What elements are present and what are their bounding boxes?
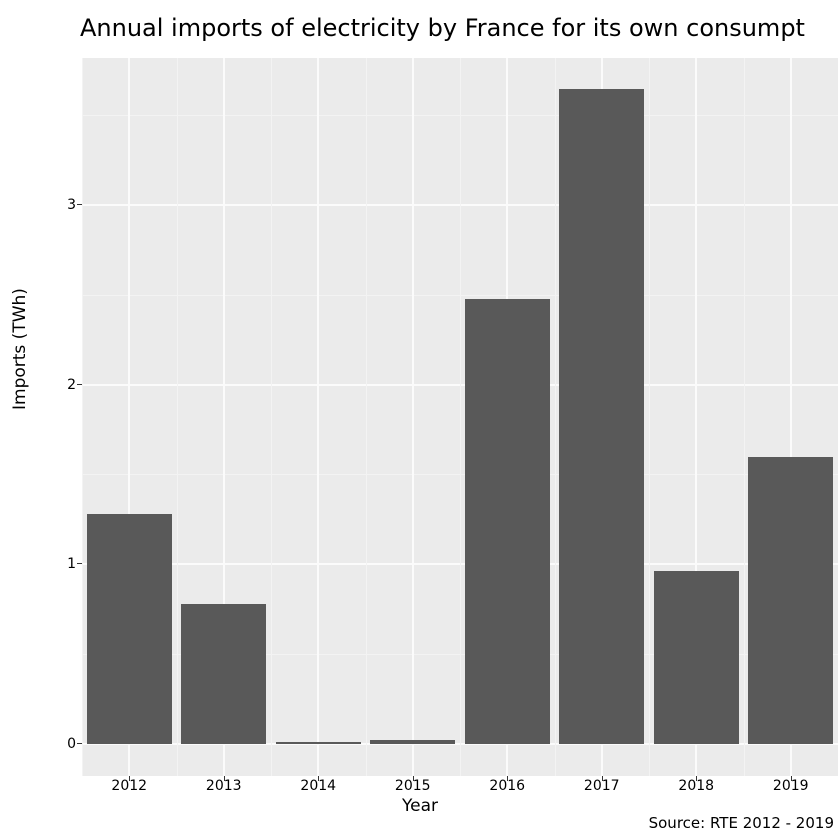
chart-title: Annual imports of electricity by France …	[80, 14, 805, 42]
y-tick-mark	[77, 384, 82, 385]
gridline-v-minor	[555, 58, 556, 776]
source-caption: Source: RTE 2012 - 2019	[649, 814, 834, 832]
bar	[654, 571, 739, 743]
x-tick-mark	[224, 776, 225, 781]
x-axis-label: Year	[402, 796, 438, 816]
gridline-v-major	[317, 58, 319, 776]
y-tick-mark	[77, 743, 82, 744]
gridline-v-minor	[460, 58, 461, 776]
plot-area	[82, 58, 838, 776]
bar	[465, 299, 550, 744]
bar	[370, 740, 455, 744]
x-tick-mark	[318, 776, 319, 781]
bar	[559, 89, 644, 744]
x-tick-mark	[602, 776, 603, 781]
gridline-v-major	[412, 58, 414, 776]
y-tick-label: 3	[67, 197, 76, 213]
gridline-v-minor	[177, 58, 178, 776]
x-tick-mark	[129, 776, 130, 781]
y-tick-label: 1	[67, 556, 76, 572]
chart-container: Annual imports of electricity by France …	[0, 0, 840, 840]
bar	[87, 514, 172, 744]
gridline-v-minor	[366, 58, 367, 776]
y-tick-label: 0	[67, 736, 76, 752]
x-tick-mark	[791, 776, 792, 781]
bar	[748, 457, 833, 744]
bar	[181, 604, 266, 744]
gridline-v-minor	[649, 58, 650, 776]
bar	[276, 742, 361, 744]
y-tick-mark	[77, 204, 82, 205]
y-axis-label: Imports (TWh)	[10, 288, 30, 410]
gridline-v-minor	[271, 58, 272, 776]
x-tick-mark	[413, 776, 414, 781]
x-tick-mark	[696, 776, 697, 781]
gridline-v-minor	[744, 58, 745, 776]
gridline-v-minor	[82, 58, 83, 776]
x-tick-mark	[507, 776, 508, 781]
y-tick-label: 2	[67, 377, 76, 393]
y-tick-mark	[77, 563, 82, 564]
